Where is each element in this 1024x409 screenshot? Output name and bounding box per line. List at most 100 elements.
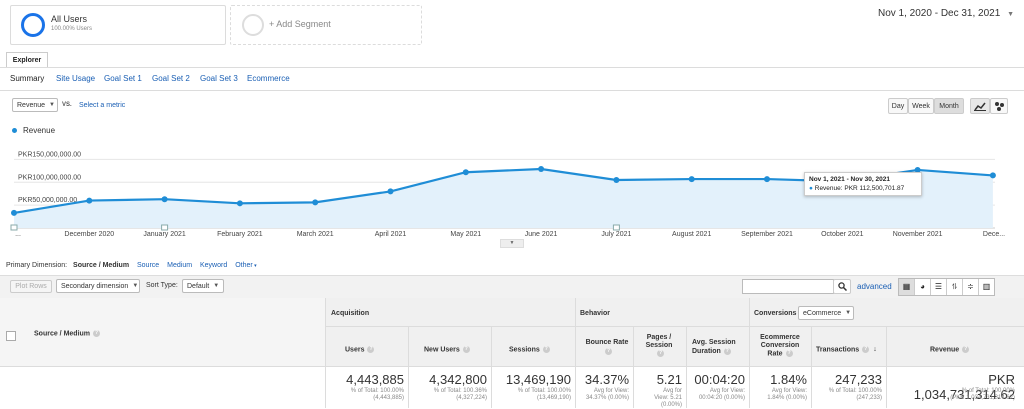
col-revenue-label: Revenue [930, 346, 960, 354]
add-segment-button[interactable]: + Add Segment [230, 5, 422, 45]
y-tick-label: PKR50,000,000.00 [18, 197, 77, 204]
data-point[interactable] [538, 166, 545, 173]
granularity-month[interactable]: Month [934, 98, 964, 114]
data-point[interactable] [914, 166, 921, 173]
data-point[interactable] [161, 196, 168, 203]
chart-tooltip: Nov 1, 2021 - Nov 30, 2021 ● Revenue: PK… [804, 172, 922, 196]
metric-select[interactable]: Revenue ▼ [12, 98, 58, 112]
caret-down-icon: ▼ [132, 283, 139, 289]
subtab-ecommerce[interactable]: Ecommerce [247, 74, 290, 83]
granularity-day-label: Day [891, 102, 905, 110]
sort-type-select[interactable]: Default ▼ [182, 279, 224, 293]
secondary-dimension-select[interactable]: Secondary dimension ▼ [56, 279, 140, 293]
help-icon: ? [785, 350, 793, 357]
table-search-input[interactable] [742, 279, 834, 294]
subtab-goal-set-3[interactable]: Goal Set 3 [200, 74, 238, 83]
total-new-users-sub2: (4,327,224) [456, 395, 487, 401]
pivot-view-icon[interactable]: ▥ [978, 279, 994, 295]
granularity-day[interactable]: Day [888, 98, 908, 114]
line-chart-button[interactable] [970, 98, 990, 114]
conversions-select[interactable]: eCommerce ▼ [798, 306, 854, 320]
x-tick-label: March 2021 [296, 231, 334, 238]
legend-label: Revenue [23, 126, 56, 135]
bar-view-icon[interactable]: ☰ [930, 279, 946, 295]
subtab-site-usage[interactable]: Site Usage [56, 74, 96, 83]
col-revenue-header[interactable]: Revenue? [930, 346, 970, 354]
col-avg-duration-label: Avg. Session Duration [692, 339, 736, 355]
search-button[interactable] [833, 279, 851, 294]
x-tick-label: August 2021 [672, 231, 712, 238]
vs-label: VS. [62, 102, 72, 108]
advanced-link[interactable]: advanced [857, 282, 892, 291]
dimension-keyword[interactable]: Keyword [200, 262, 228, 269]
col-pages-session-label: Pages / Session [645, 334, 673, 349]
x-tick-label: Dece... [982, 231, 1006, 238]
segment-all-users[interactable]: All Users 100.00% Users [10, 5, 226, 45]
total-conversion-rate: 1.84% [770, 372, 807, 387]
conversions-header: Conversions [754, 310, 797, 317]
date-range-picker[interactable]: Nov 1, 2020 - Dec 31, 2021 ▼ [878, 8, 1014, 19]
chart-collapse-handle[interactable]: ▼ [500, 239, 524, 248]
total-users-sub2: (4,443,885) [373, 395, 404, 401]
total-new-users-sub1: % of Total: 100.36% [433, 388, 487, 394]
select-metric-link[interactable]: Select a metric [79, 102, 126, 109]
secondary-dimension-label: Secondary dimension [61, 282, 129, 290]
primary-dimension-bar: Primary Dimension: Source / Medium Sourc… [6, 262, 257, 269]
dimension-other[interactable]: Other [235, 262, 253, 269]
annotation-marker[interactable] [10, 224, 18, 231]
subtab-goal-set-2[interactable]: Goal Set 2 [152, 74, 190, 83]
term-cloud-view-icon[interactable]: ≑ [962, 279, 978, 295]
dimension-source-medium[interactable]: Source / Medium [73, 262, 130, 269]
dimension-medium[interactable]: Medium [167, 262, 193, 269]
col-divider [408, 327, 409, 408]
x-tick-label: November 2021 [892, 231, 943, 238]
help-icon: ? [605, 347, 612, 355]
annotation-marker[interactable] [161, 224, 169, 231]
data-point[interactable] [688, 176, 695, 183]
data-point[interactable] [236, 200, 243, 207]
header-divider [325, 326, 1024, 327]
total-conversion-rate-sub1: Avg for View: [771, 388, 807, 394]
pie-view-icon[interactable]: ◕ [914, 279, 930, 295]
col-bounce-rate-header[interactable]: Bounce Rate? [584, 338, 630, 356]
total-new-users: 4,342,800 [429, 372, 487, 387]
search-icon [837, 282, 847, 291]
col-new-users-label: New Users [424, 346, 460, 354]
table-view-icon[interactable]: ▦ [899, 279, 914, 295]
comparison-view-icon[interactable]: ⥮ [946, 279, 962, 295]
col-new-users-header[interactable]: New Users? [424, 346, 470, 353]
granularity-week[interactable]: Week [908, 98, 934, 114]
total-sessions: 13,469,190 [505, 372, 571, 387]
header-bottom [0, 366, 1024, 367]
col-conversion-rate-header[interactable]: Ecommerce Conversion Rate? [756, 334, 804, 358]
source-medium-header[interactable]: Source / Medium? [34, 330, 101, 337]
x-tick-label: June 2021 [524, 231, 558, 238]
plot-rows-button[interactable]: Plot Rows [10, 280, 52, 293]
tab-explorer[interactable]: Explorer [6, 52, 48, 68]
annotation-marker[interactable] [612, 224, 620, 231]
dimension-source[interactable]: Source [137, 262, 160, 269]
y-tick-label: PKR150,000,000.00 [18, 151, 81, 158]
motion-chart-button[interactable] [990, 98, 1008, 114]
help-icon: ? [367, 346, 375, 353]
data-point[interactable] [613, 177, 620, 183]
data-point[interactable] [462, 169, 469, 176]
col-sessions-header[interactable]: Sessions? [509, 346, 550, 353]
data-point[interactable] [86, 197, 93, 204]
data-point[interactable] [764, 176, 770, 183]
help-icon: ? [542, 346, 550, 353]
data-point[interactable] [312, 199, 319, 206]
col-users-header[interactable]: Users? [345, 346, 375, 353]
add-segment-label: + Add Segment [269, 19, 331, 29]
col-transactions-header[interactable]: Transactions? ↓ [816, 346, 877, 353]
col-avg-duration-header[interactable]: Avg. Session Duration? [692, 338, 744, 356]
subtab-summary[interactable]: Summary [10, 74, 45, 83]
col-pages-session-header[interactable]: Pages / Session? [641, 334, 677, 358]
data-point[interactable] [989, 172, 996, 179]
add-segment-ring-icon [242, 14, 264, 36]
data-point[interactable] [387, 188, 394, 195]
select-all-checkbox[interactable] [6, 331, 16, 341]
data-point[interactable] [11, 209, 17, 216]
total-users-sub1: % of Total: 100.00% [350, 388, 404, 394]
subtab-goal-set-1[interactable]: Goal Set 1 [104, 74, 142, 83]
